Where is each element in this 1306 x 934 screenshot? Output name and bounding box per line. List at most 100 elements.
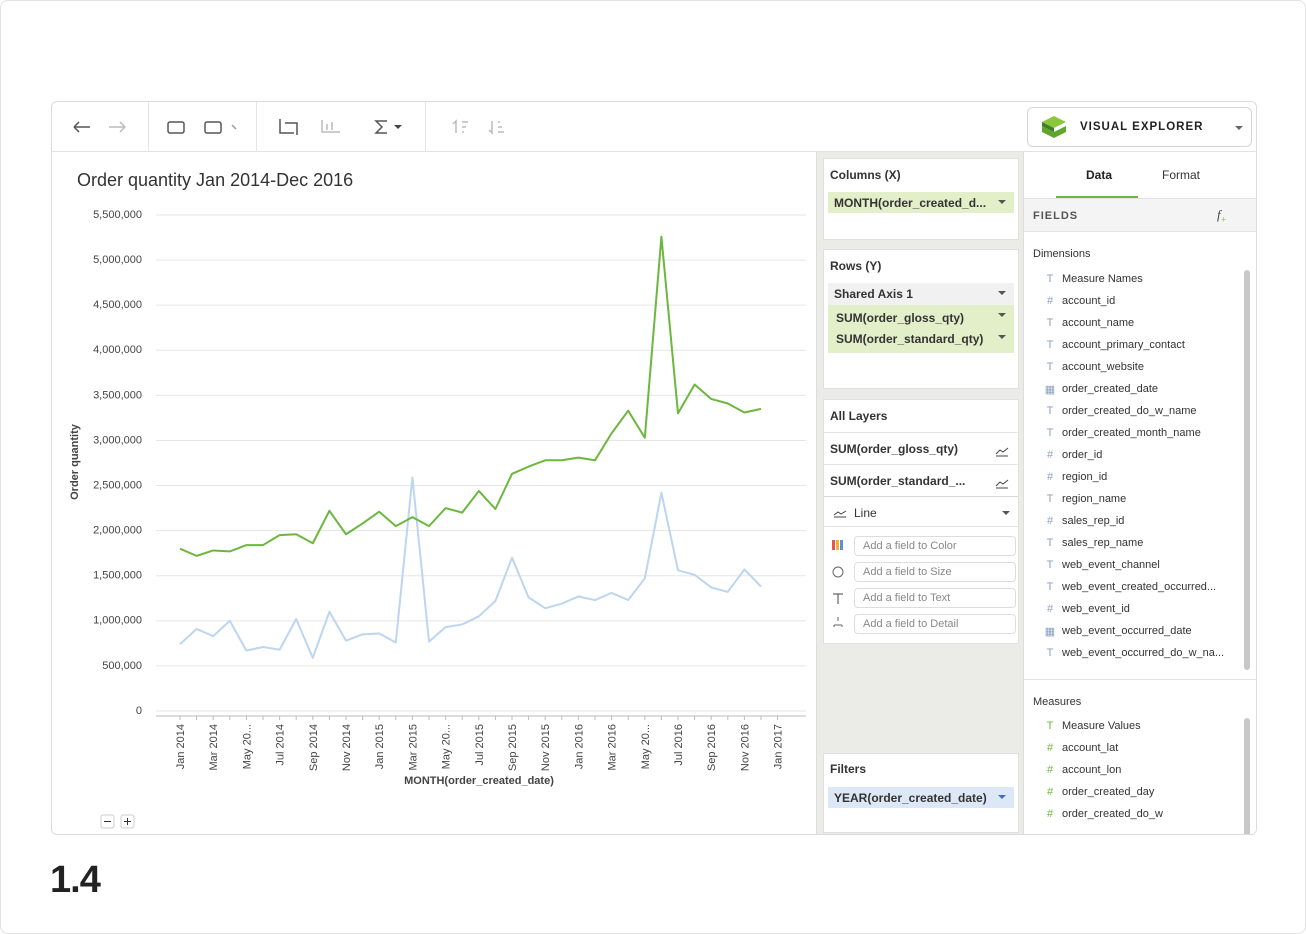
field-item[interactable]: region_name — [1062, 493, 1126, 505]
row-pill[interactable]: SUM(order_gloss_qty) — [828, 305, 1014, 329]
x-tick-label: May 20... — [241, 724, 253, 769]
fields-panel: Data Format FIELDS f+ Dimensions Measure… — [1024, 152, 1256, 835]
shelf-title: Filters — [830, 762, 866, 776]
version-label: 1.4 — [50, 859, 100, 902]
field-type-icon: # — [1044, 603, 1056, 615]
field-item[interactable]: web_event_channel — [1062, 559, 1160, 571]
axis-pill[interactable]: Shared Axis 1 — [828, 283, 1014, 305]
divider — [1024, 679, 1256, 680]
separator — [148, 102, 149, 152]
swap-axes[interactable] — [280, 119, 297, 135]
visual-explorer-menu[interactable]: VISUAL EXPLORER — [1027, 107, 1252, 147]
caret — [1235, 126, 1243, 130]
dimensions-title: Dimensions — [1033, 248, 1090, 260]
toolbar: VISUAL EXPLORER — [52, 102, 1256, 152]
field-item[interactable]: account_name — [1062, 317, 1134, 329]
aggregate[interactable] — [376, 121, 387, 133]
y-tick-label: 3,000,000 — [93, 434, 142, 446]
x-tick-label: Nov 2016 — [739, 724, 751, 771]
field-item[interactable]: web_event_id — [1062, 603, 1130, 615]
field-type-icon: # — [1044, 449, 1056, 461]
field-type-icon: # — [1044, 786, 1056, 798]
scrollbar[interactable] — [1244, 718, 1250, 835]
show-me[interactable] — [322, 120, 340, 132]
field-item[interactable]: Measure Names — [1062, 273, 1143, 285]
shelf-panel: Columns (X) MONTH(order_created_d... Row… — [816, 152, 1024, 835]
zoom-controls — [101, 815, 134, 828]
field-item[interactable]: sales_rep_id — [1062, 515, 1124, 527]
size-icon — [833, 567, 843, 577]
brand-name: VISUAL EXPLORER — [1080, 121, 1203, 133]
field-type-icon: T — [1044, 647, 1056, 659]
field-type-icon: T — [1044, 405, 1056, 417]
scrollbar[interactable] — [1244, 270, 1250, 670]
field-item[interactable]: account_lat — [1062, 742, 1118, 754]
format-tab[interactable]: Format — [1162, 168, 1200, 182]
detail-icon — [834, 617, 842, 627]
field-type-icon: T — [1044, 361, 1056, 373]
field-item[interactable]: region_id — [1062, 471, 1107, 483]
field-item[interactable]: order_created_do_w — [1062, 808, 1163, 820]
field-item[interactable]: account_lon — [1062, 764, 1121, 776]
x-tick-label: Sep 2015 — [507, 724, 519, 771]
y-tick-label: 4,500,000 — [93, 299, 142, 311]
x-tick-label: Mar 2014 — [208, 724, 220, 770]
x-tick-label: Sep 2014 — [308, 724, 320, 771]
field-item[interactable]: account_website — [1062, 361, 1144, 373]
filter-pill[interactable]: YEAR(order_created_date) — [828, 787, 1014, 808]
shelf-title: Columns (X) — [830, 168, 901, 182]
chart: Order quantity Jan 2014-Dec 2016 Order q… — [52, 152, 816, 835]
field-item[interactable]: web_event_occurred_date — [1062, 625, 1192, 637]
field-item[interactable]: order_created_do_w_name — [1062, 405, 1197, 417]
y-tick-label: 3,500,000 — [93, 389, 142, 401]
field-item[interactable]: account_id — [1062, 295, 1115, 307]
row-pill[interactable]: SUM(order_standard_qty) — [828, 329, 1014, 353]
x-tick-label: Jul 2015 — [474, 724, 486, 766]
color-icon — [832, 540, 835, 550]
redo[interactable] — [109, 122, 125, 132]
field-type-icon: # — [1044, 295, 1056, 307]
column-pill[interactable]: MONTH(order_created_d... — [828, 192, 1014, 213]
color-icon — [836, 540, 839, 550]
line-icon — [996, 480, 1008, 488]
x-tick-label: Jul 2016 — [673, 724, 685, 766]
add-chart[interactable] — [168, 122, 184, 133]
field-item[interactable]: Measure Values — [1062, 720, 1141, 732]
toolbar-icons — [52, 102, 532, 152]
caret — [998, 291, 1006, 295]
undo[interactable] — [74, 122, 90, 132]
field-item[interactable]: order_created_day — [1062, 786, 1154, 798]
caret — [998, 313, 1006, 317]
field-type-icon: ▦ — [1044, 383, 1056, 396]
field-item[interactable]: sales_rep_name — [1062, 537, 1143, 549]
fields-heading: FIELDS — [1033, 210, 1078, 222]
x-tick-label: Jan 2017 — [773, 724, 785, 769]
field-item[interactable]: order_created_month_name — [1062, 427, 1201, 439]
x-tick-label: Jul 2014 — [275, 724, 287, 766]
series-line — [180, 237, 761, 556]
clear-chart[interactable] — [205, 122, 221, 133]
x-tick-label: Mar 2015 — [407, 724, 419, 770]
field-item[interactable]: order_id — [1062, 449, 1102, 461]
y-axis-label: Order quantity — [69, 423, 81, 500]
add-calculation[interactable]: f+ — [1217, 207, 1227, 225]
sort-asc[interactable] — [453, 121, 468, 133]
series-line — [180, 477, 761, 657]
field-item[interactable]: web_event_created_occurred... — [1062, 581, 1216, 593]
data-tab[interactable]: Data — [1086, 168, 1112, 182]
field-type-icon: T — [1044, 427, 1056, 439]
field-type-icon: # — [1044, 515, 1056, 527]
x-tick-label: Jan 2016 — [573, 724, 585, 769]
sort-desc[interactable] — [489, 121, 504, 133]
field-item[interactable]: order_created_date — [1062, 383, 1158, 395]
y-tick-label: 2,500,000 — [93, 479, 142, 491]
pill-label: SUM(order_standard_qty) — [836, 332, 983, 346]
text-icon — [833, 594, 843, 604]
field-type-icon: T — [1044, 720, 1056, 732]
field-item[interactable]: web_event_occurred_do_w_na... — [1062, 647, 1224, 659]
separator — [256, 102, 257, 152]
field-item[interactable]: account_primary_contact — [1062, 339, 1185, 351]
field-type-icon: T — [1044, 317, 1056, 329]
caret — [998, 200, 1006, 204]
line-icon — [834, 511, 846, 517]
